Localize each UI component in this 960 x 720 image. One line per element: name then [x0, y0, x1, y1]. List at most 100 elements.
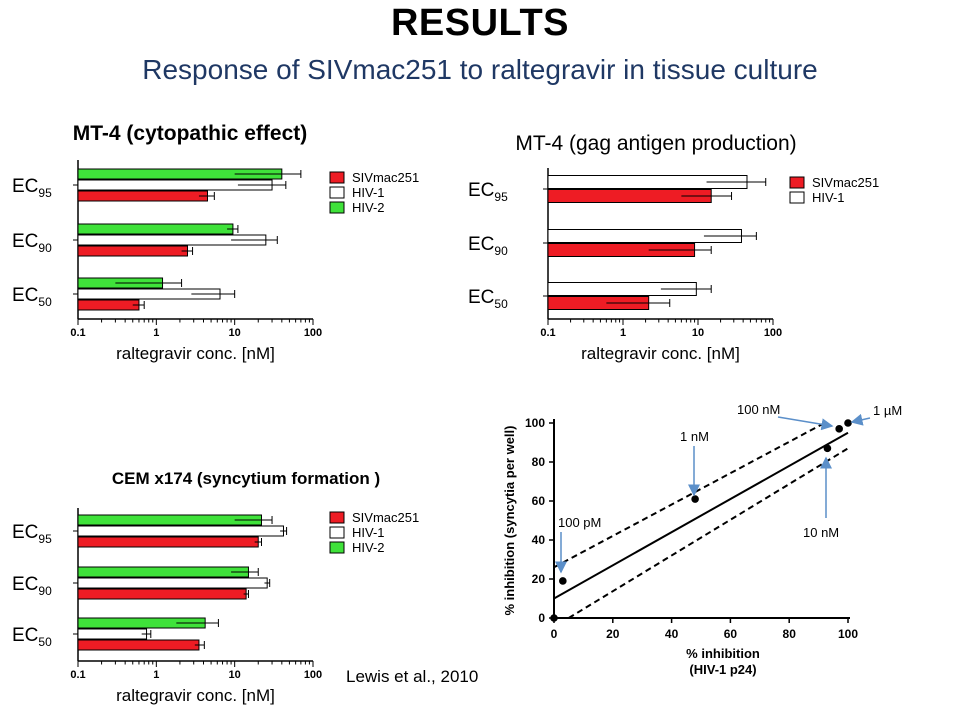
chart-mt4-gag: MT-4 (gag antigen production) 0.1 1 10 100 ra…: [468, 132, 879, 363]
bar-hiv-1: [77, 577, 268, 589]
category-label-sub: 50: [38, 295, 52, 309]
category-label-main: EC: [12, 176, 38, 197]
bar-hiv-2: [77, 566, 249, 578]
legend-swatch: [329, 511, 345, 524]
chart-title: CEM x174 (syncytium formation ): [112, 469, 380, 488]
category-label: EC50: [12, 285, 52, 309]
x-tick-label: 0: [551, 627, 558, 641]
category-label: EC50: [468, 287, 508, 311]
annotation-arrow: [777, 416, 834, 431]
category-label-sub: 90: [38, 241, 52, 255]
annotation-label: 100 pM: [558, 515, 601, 530]
bar-sivmac251: [77, 639, 200, 651]
category-label-main: EC: [12, 625, 38, 646]
annotation-arrow: [850, 413, 871, 426]
bar-sivmac251: [77, 190, 209, 202]
category-label: EC95: [12, 176, 52, 200]
legend-label: HIV-1: [352, 525, 385, 540]
legend-swatch: [329, 526, 345, 539]
legend-label: HIV-2: [352, 200, 385, 215]
ci-lower-line: [568, 447, 849, 618]
chart-mt4-cpe: MT-4 (cytopathic effect) 0.1 1 10 100 raltegr…: [12, 122, 419, 363]
x-tick-label: 0.1: [540, 327, 555, 339]
slide-subtitle: Response of SIVmac251 to raltegravir in …: [142, 54, 818, 85]
x-tick-label: 1: [153, 669, 159, 681]
category-label: EC90: [12, 574, 52, 598]
legend-swatch: [789, 176, 805, 189]
bar-hiv-2: [77, 223, 234, 235]
legend-swatch: [789, 191, 805, 204]
category-label-sub: 50: [38, 635, 52, 649]
bar-hiv-1: [77, 525, 284, 537]
legend-swatch: [329, 186, 345, 199]
x-axis-label: % inhibition: [686, 646, 760, 661]
x-axis-label: raltegravir conc. [nM]: [581, 344, 740, 363]
x-tick-label: 100: [304, 327, 322, 339]
legend-swatch: [329, 201, 345, 214]
data-point: [559, 577, 567, 585]
bar-sivmac251: [77, 299, 140, 311]
category-label: EC90: [468, 234, 508, 258]
chart-correlation: 0 20 40 60 80 100 0 20 40 60 80 100 % inhibition(HIV…: [502, 402, 902, 677]
x-tick-label: 0.1: [70, 669, 85, 681]
bar-sivmac251: [77, 536, 259, 548]
chart-cem-x174: CEM x174 (syncytium formation ) 0.1 1 10 100…: [12, 469, 419, 705]
category-label-main: EC: [468, 234, 494, 255]
x-tick-label: 20: [606, 627, 620, 641]
category-label-main: EC: [12, 522, 38, 543]
x-tick-label: 10: [229, 327, 241, 339]
x-axis-label: raltegravir conc. [nM]: [116, 686, 275, 705]
chart-title: MT-4 (gag antigen production): [515, 132, 796, 155]
chart-title: MT-4 (cytopathic effect): [73, 122, 308, 145]
data-point: [550, 614, 558, 622]
category-label: EC50: [12, 625, 52, 649]
y-axis-label: % inhibition (syncytia per well): [502, 426, 517, 616]
legend-label: SIVmac251: [352, 170, 419, 185]
legend-label: HIV-1: [812, 190, 845, 205]
category-label-main: EC: [468, 287, 494, 308]
slide-title: RESULTS: [390, 2, 570, 44]
data-point: [691, 495, 699, 503]
legend-swatch: [329, 541, 345, 554]
fit-line: [554, 431, 849, 600]
category-label-sub: 95: [494, 190, 508, 204]
bar-sivmac251: [77, 245, 189, 257]
bar-hiv-2: [77, 514, 262, 526]
bar-sivmac251: [77, 588, 247, 600]
annotation-label: 1 µM: [873, 403, 902, 418]
x-tick-label: 60: [724, 627, 738, 641]
y-tick-label: 0: [538, 611, 545, 625]
x-tick-label: 80: [783, 627, 797, 641]
x-tick-label: 100: [838, 627, 858, 641]
x-tick-label: 100: [764, 327, 782, 339]
category-label-sub: 95: [38, 186, 52, 200]
x-tick-label: 10: [229, 669, 241, 681]
x-axis-label: raltegravir conc. [nM]: [116, 344, 275, 363]
x-tick-label: 0.1: [70, 327, 85, 339]
y-tick-label: 80: [532, 455, 546, 469]
category-label: EC95: [12, 522, 52, 546]
category-label-main: EC: [12, 574, 38, 595]
y-tick-label: 60: [532, 494, 546, 508]
x-tick-label: 10: [692, 327, 704, 339]
y-tick-label: 20: [532, 572, 546, 586]
x-tick-label: 1: [620, 327, 626, 339]
category-label: EC90: [12, 231, 52, 255]
data-point: [823, 444, 832, 453]
category-label-main: EC: [12, 231, 38, 252]
bar-hiv-1: [77, 628, 148, 640]
x-axis-label-2: (HIV-1 p24): [689, 662, 756, 677]
category-label-sub: 90: [494, 244, 508, 258]
category-label: EC95: [468, 180, 508, 204]
y-tick-label: 40: [532, 533, 546, 547]
annotation-label: 1 nM: [680, 429, 709, 444]
x-tick-label: 1: [153, 327, 159, 339]
annotation-label: 10 nM: [803, 525, 839, 540]
legend-label: SIVmac251: [812, 175, 879, 190]
legend-label: HIV-2: [352, 540, 385, 555]
data-point: [835, 425, 843, 433]
legend-swatch: [329, 171, 345, 184]
legend-label: HIV-1: [352, 185, 385, 200]
category-label-main: EC: [12, 285, 38, 306]
